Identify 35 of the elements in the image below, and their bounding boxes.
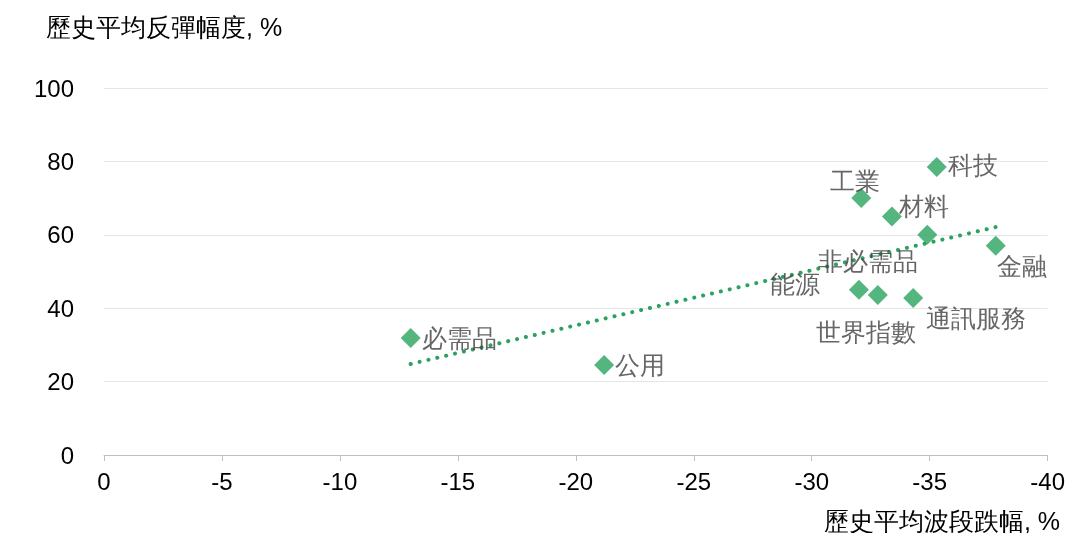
annotation: 能源 (769, 269, 820, 298)
x-axis-title: 歷史平均波段跌幅, % (823, 506, 1060, 535)
x-tick-label: -10 (322, 467, 358, 495)
annotation: 科技 (947, 150, 998, 179)
annotation: 工業 (830, 166, 881, 195)
x-tick-label: -15 (440, 467, 476, 495)
point (903, 287, 924, 308)
x-tick-label: -35 (912, 467, 948, 495)
point (985, 235, 1006, 256)
x-tick-label: -40 (1030, 467, 1065, 495)
point (400, 327, 421, 348)
x-tick-label: -5 (211, 467, 233, 495)
annotation: 材料 (897, 192, 949, 221)
x-tick-label: -30 (794, 467, 830, 495)
y-tick-label: 80 (47, 147, 74, 175)
point (926, 156, 947, 177)
point (917, 224, 938, 245)
point (848, 279, 869, 300)
x-tick-label: 0 (97, 467, 111, 495)
x-tick-label: -25 (676, 467, 712, 495)
x-tick-label: -20 (558, 467, 594, 495)
y-tick-label: 60 (47, 221, 74, 249)
point (594, 355, 615, 376)
annotation: 非必需品 (818, 246, 919, 275)
annotation: 必需品 (421, 323, 497, 352)
annotation: 公用 (615, 351, 666, 380)
y-tick-label: 40 (47, 294, 74, 322)
annotation: 通訊服務 (926, 303, 1027, 332)
y-axis-title: 歷史平均反彈幅度, % (46, 12, 283, 41)
y-tick-label: 20 (47, 368, 74, 396)
annotation: 金融 (996, 251, 1047, 280)
annotation: 世界指數 (815, 318, 916, 347)
point (867, 284, 888, 305)
y-tick-label: 0 (60, 441, 74, 469)
y-tick-label: 100 (33, 74, 74, 102)
